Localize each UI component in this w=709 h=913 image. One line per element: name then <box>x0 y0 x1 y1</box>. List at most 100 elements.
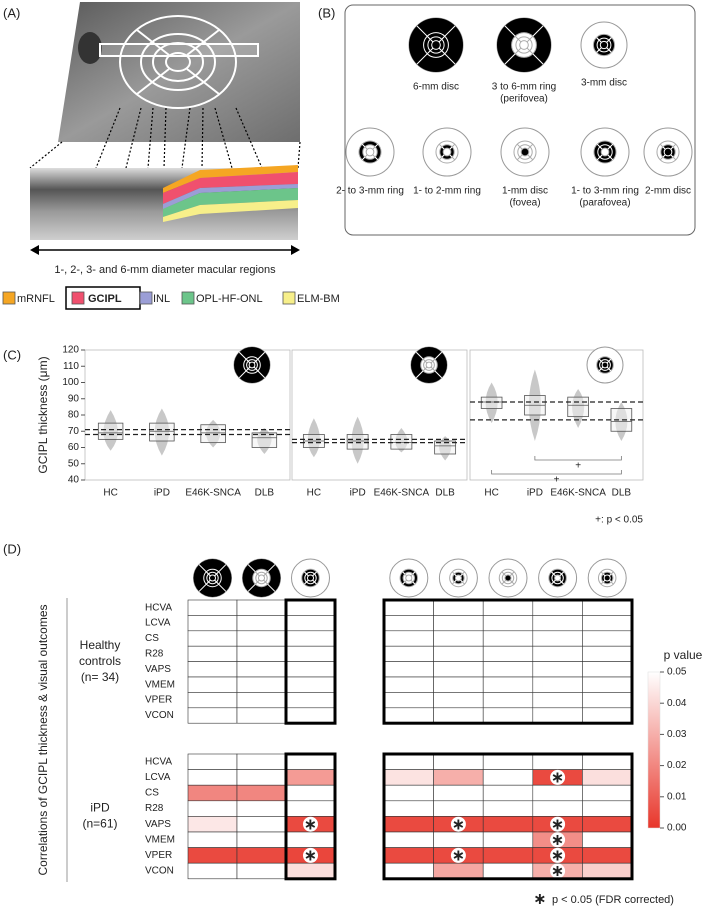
icon-spoke <box>670 154 674 158</box>
icon-spoke <box>504 53 516 65</box>
icon-spoke <box>238 366 251 379</box>
heatmap-cell <box>582 692 633 709</box>
icon-spoke <box>504 25 516 37</box>
icon-ring <box>203 568 222 588</box>
icon-ring <box>554 574 562 582</box>
icon-spoke <box>253 351 266 364</box>
icon-ring <box>248 361 256 369</box>
icon-ring <box>362 144 378 160</box>
heatmap-cell <box>433 800 484 817</box>
icon-spoke <box>402 571 406 575</box>
icon-spoke <box>434 351 443 360</box>
panel-label: (A) <box>3 5 20 20</box>
heatmap-cell <box>433 784 484 802</box>
heatmap-cell <box>383 676 434 693</box>
heatmap-cell <box>532 784 583 802</box>
icon-spoke <box>422 358 428 364</box>
icon-ring <box>548 568 567 588</box>
legend-swatch <box>2 291 16 305</box>
heatmap-cell <box>482 862 534 880</box>
heatmap-cell <box>383 753 434 770</box>
significance-marker: ∗ <box>551 848 564 865</box>
icon-spoke <box>516 154 523 161</box>
significance-badge <box>550 816 566 832</box>
heatmap-cell <box>285 615 336 632</box>
box <box>480 396 503 409</box>
icon-ring <box>603 574 611 582</box>
icon-ring <box>596 356 614 374</box>
box <box>567 396 589 418</box>
icon-spoke <box>527 154 534 161</box>
icon-outline <box>580 127 630 177</box>
icon-ring <box>255 571 268 585</box>
icon-outline <box>389 558 429 598</box>
heatmap-cell <box>383 661 434 678</box>
icon-spoke <box>412 581 416 585</box>
icon-spoke <box>602 573 606 577</box>
icon-spoke <box>514 47 522 55</box>
heatmap-cell <box>532 599 583 616</box>
diameter-arrow <box>30 245 300 255</box>
icon-spoke <box>430 366 436 372</box>
icon-spoke <box>402 581 406 585</box>
row-label: VPER <box>145 850 172 861</box>
significance-marker: ∗ <box>452 816 465 833</box>
icon-label: 3 to 6-mm ring <box>492 82 556 93</box>
icon-ring <box>597 568 617 588</box>
icon-ring <box>551 571 564 585</box>
icon-label: (perifovea) <box>500 94 548 105</box>
y-tick-label: 100 <box>62 377 79 388</box>
icon-spoke <box>267 564 276 573</box>
icon-spoke <box>516 143 523 150</box>
heatmap-cell <box>236 707 287 724</box>
icon-spoke <box>607 154 614 161</box>
icon-spoke <box>303 579 309 585</box>
icon-spoke <box>532 53 544 65</box>
heatmap-cell <box>236 831 287 848</box>
panel-b-frame <box>344 4 696 236</box>
icon-spoke <box>607 143 614 150</box>
heatmap-cell <box>383 692 434 709</box>
icon-spoke <box>501 579 507 585</box>
row-label: VMEM <box>145 834 175 845</box>
icon-spoke <box>559 571 565 577</box>
heatmap-cell <box>383 831 434 848</box>
heatmap-cell <box>236 661 287 678</box>
icon-ring <box>206 571 219 585</box>
heatmap-cell <box>236 753 287 770</box>
icon-spoke <box>454 579 457 583</box>
oct-scan <box>30 165 298 240</box>
group-label: iPD <box>90 801 110 815</box>
heatmap-cell <box>582 784 633 802</box>
group-label: (n=61) <box>82 817 117 831</box>
icon-ring <box>515 36 533 54</box>
x-tick-label: HC <box>307 488 321 499</box>
heatmap-cell <box>187 800 238 817</box>
heatmap-cell <box>482 769 534 786</box>
icon-ring <box>304 571 317 585</box>
heatmap-cell <box>433 692 484 709</box>
icon-label: 2- to 3-mm ring <box>336 186 404 197</box>
icon-spoke <box>670 146 674 150</box>
icon-spoke <box>449 146 453 150</box>
x-tick-label: HC <box>484 488 498 499</box>
icon-spoke <box>303 571 309 577</box>
icon-ring <box>517 144 533 160</box>
heatmap-cell <box>285 661 336 678</box>
box <box>434 440 457 455</box>
legend-label: mRNFL <box>17 293 55 305</box>
icon-ring <box>449 568 468 588</box>
icon-ring <box>511 32 537 58</box>
significance-mark: + <box>554 475 560 486</box>
icon-ring <box>405 574 413 582</box>
icon-ring <box>597 144 613 160</box>
icon-region <box>504 574 512 582</box>
panel-label: (B) <box>318 5 335 20</box>
heatmap-cell <box>187 645 238 662</box>
icon-label: 2-mm disc <box>645 186 691 197</box>
legend-label: ELM-BM <box>297 293 340 305</box>
icon-outline <box>438 558 478 598</box>
row-label: VMEM <box>145 679 175 690</box>
heatmap-cell <box>482 615 534 632</box>
icon-label: 3-mm disc <box>581 78 627 89</box>
